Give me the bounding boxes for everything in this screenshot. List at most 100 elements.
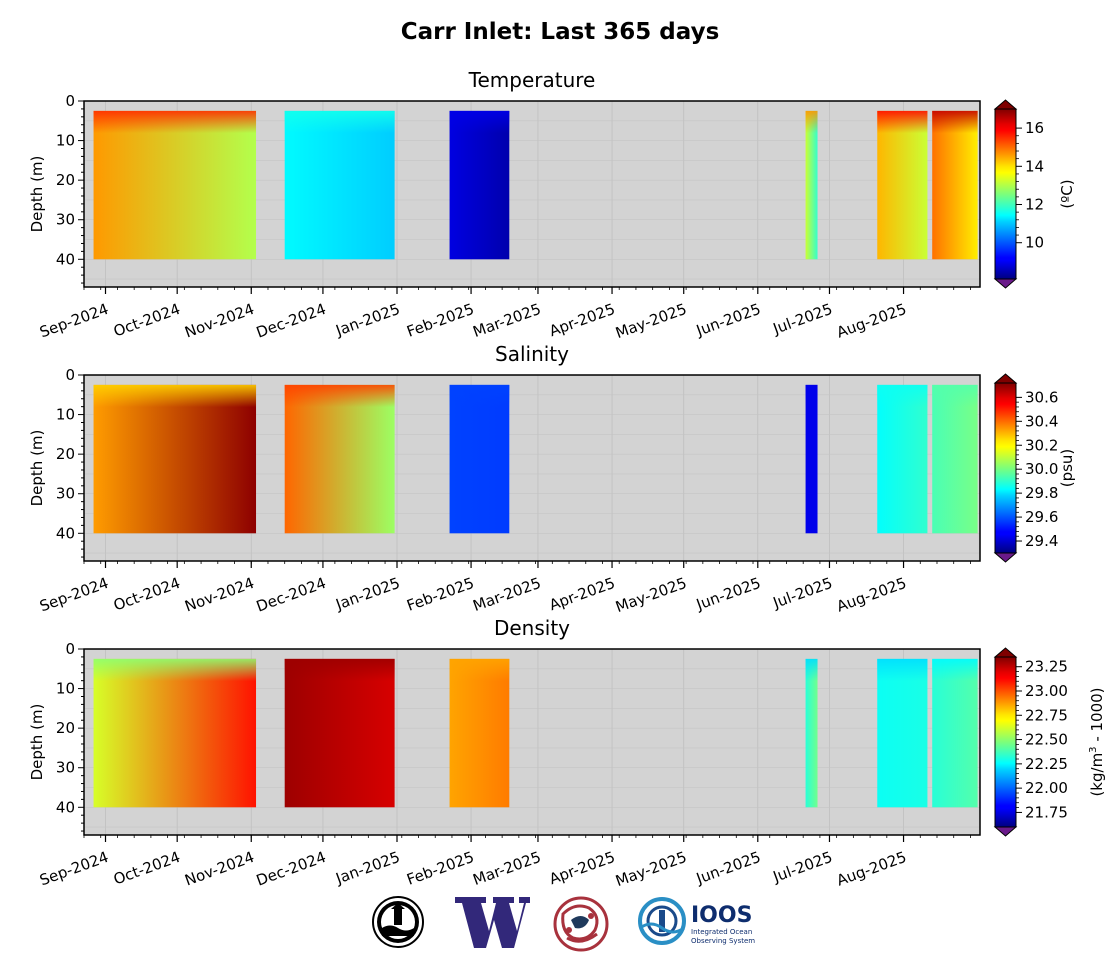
y-tick-label: 40: [56, 524, 75, 542]
x-tick-label: Jul-2025: [770, 300, 835, 338]
colorbar-tick-label: 21.75: [1025, 803, 1068, 821]
data-segment-overlay: [93, 658, 257, 808]
x-tick-label: May-2025: [613, 574, 689, 616]
colorbar-label: (psu): [1058, 449, 1076, 488]
data-segment-overlay: [877, 384, 928, 534]
x-tick-label: Apr-2025: [547, 574, 618, 614]
x-tick-label: Dec-2024: [254, 574, 328, 616]
x-tick-label: Feb-2025: [404, 300, 476, 341]
data-segment-overlay: [93, 110, 257, 260]
x-tick-label: Oct-2024: [111, 300, 182, 341]
axes-frame: [83, 648, 981, 836]
y-axis-label: Depth (m): [28, 704, 46, 781]
colorbar-tick-label: 10: [1025, 234, 1044, 252]
x-tick-label: Nov-2024: [182, 574, 256, 616]
x-tick-label: Aug-2025: [834, 848, 909, 890]
x-tick-label: Dec-2024: [254, 848, 328, 890]
colorbar-tick-label: 12: [1025, 196, 1044, 214]
colorbar-tick-label: 23.00: [1025, 682, 1068, 700]
y-axis-label: Depth (m): [28, 430, 46, 507]
colorbar-tick-label: 29.4: [1025, 532, 1058, 550]
data-segment-overlay: [805, 384, 818, 534]
buoy-seal-logo: [372, 896, 424, 948]
x-tick-label: May-2025: [613, 300, 689, 342]
colorbar: 21.75 22.00 22.25 22.50 22.75 23.00 23.25 (kg/m…: [993, 647, 1106, 837]
x-tick-label: May-2025: [613, 848, 689, 890]
panel-title: Salinity: [495, 342, 569, 366]
x-tick-label: Mar-2025: [471, 848, 544, 889]
y-tick-label: 20: [56, 719, 75, 737]
x-tick-label: Mar-2025: [471, 574, 544, 615]
colorbar-tick-label: 22.75: [1025, 706, 1068, 724]
colorbar-label: (kg/m3 - 1000): [1088, 687, 1106, 796]
uw-logo: [455, 897, 530, 948]
x-tick-label: Sep-2024: [37, 300, 111, 341]
colorbar-extend-max: [993, 647, 1018, 658]
y-tick-label: 0: [65, 366, 75, 384]
colorbar-tick-label: 16: [1025, 119, 1044, 137]
x-tick-label: Nov-2024: [182, 300, 256, 342]
colorbar-tick-label: 14: [1025, 157, 1044, 175]
data-segment-overlay: [93, 384, 257, 534]
colorbar-tick-label: 30.0: [1025, 460, 1058, 478]
x-tick-label: Sep-2024: [37, 848, 111, 889]
panel-temperature: Temperature 0 10 20 30 40 Depth (m) Sep-2024 Oct…: [28, 68, 1076, 342]
x-tick-label: Oct-2024: [111, 848, 182, 889]
y-tick-label: 40: [56, 250, 75, 268]
colorbar-tick-label: 30.6: [1025, 388, 1058, 406]
figure-title: Carr Inlet: Last 365 days: [401, 19, 720, 45]
colorbar-tick-label: 23.25: [1025, 658, 1068, 676]
y-tick-label: 0: [65, 92, 75, 110]
colorbar-tick-label: 30.4: [1025, 412, 1058, 430]
x-tick-label: Apr-2025: [547, 848, 618, 888]
y-tick-label: 0: [65, 640, 75, 658]
y-tick-label: 30: [56, 759, 75, 777]
panel-title: Density: [494, 616, 570, 640]
data-segment-overlay: [877, 658, 928, 808]
colorbar-extend-min: [993, 552, 1018, 563]
colorbar-extend-min: [993, 278, 1018, 289]
data-segment-overlay: [284, 384, 395, 534]
y-tick-label: 20: [56, 445, 75, 463]
x-tick-label: Jan-2025: [333, 574, 403, 614]
colorbar-extend-max: [993, 373, 1018, 384]
colorbar-tick-label: 22.25: [1025, 755, 1068, 773]
y-tick-label: 30: [56, 211, 75, 229]
data-segment-overlay: [877, 110, 928, 260]
data-segment-overlay: [805, 110, 818, 260]
data-segment-overlay: [449, 110, 510, 260]
native-art-logo: [553, 896, 609, 952]
x-tick-label: Jun-2025: [693, 300, 763, 340]
x-tick-label: Oct-2024: [111, 574, 182, 615]
y-tick-label: 40: [56, 798, 75, 816]
colorbar-tick-label: 22.00: [1025, 779, 1068, 797]
data-segment-overlay: [932, 658, 978, 808]
ioos-subtitle-line2: Observing System: [691, 937, 755, 945]
x-tick-label: Apr-2025: [547, 300, 618, 340]
data-segment-overlay: [449, 658, 510, 808]
panel-title: Temperature: [468, 68, 596, 92]
data-segment-overlay: [284, 110, 395, 260]
colorbar-extend-min: [993, 826, 1018, 837]
colorbar-tick-label: 29.8: [1025, 484, 1058, 502]
data-segment-overlay: [284, 658, 395, 808]
x-tick-label: Aug-2025: [834, 574, 909, 616]
y-axis-label: Depth (m): [28, 156, 46, 233]
x-tick-label: Aug-2025: [834, 300, 909, 342]
panel-salinity: Salinity 0 10 20 30 40 Depth (m) Sep-2024 Oct-20…: [28, 342, 1076, 616]
x-tick-label: Dec-2024: [254, 300, 328, 342]
x-tick-label: Jan-2025: [333, 848, 403, 888]
y-tick-label: 10: [56, 680, 75, 698]
ioos-logo: IOOS Integrated Ocean Observing System: [638, 897, 755, 945]
x-tick-label: Jan-2025: [333, 300, 403, 340]
colorbar: 10 12 14 16 (ºC): [993, 99, 1076, 289]
panel-density: Density 0 10 20 30 40 Depth (m) Sep-2024 Oct-202…: [28, 616, 1106, 890]
axes-frame: [83, 100, 981, 288]
x-tick-label: Jun-2025: [693, 848, 763, 888]
colorbar-tick-label: 22.50: [1025, 731, 1068, 749]
axes-frame: [83, 374, 981, 562]
data-segment-overlay: [449, 384, 510, 534]
x-tick-label: Mar-2025: [471, 300, 544, 341]
